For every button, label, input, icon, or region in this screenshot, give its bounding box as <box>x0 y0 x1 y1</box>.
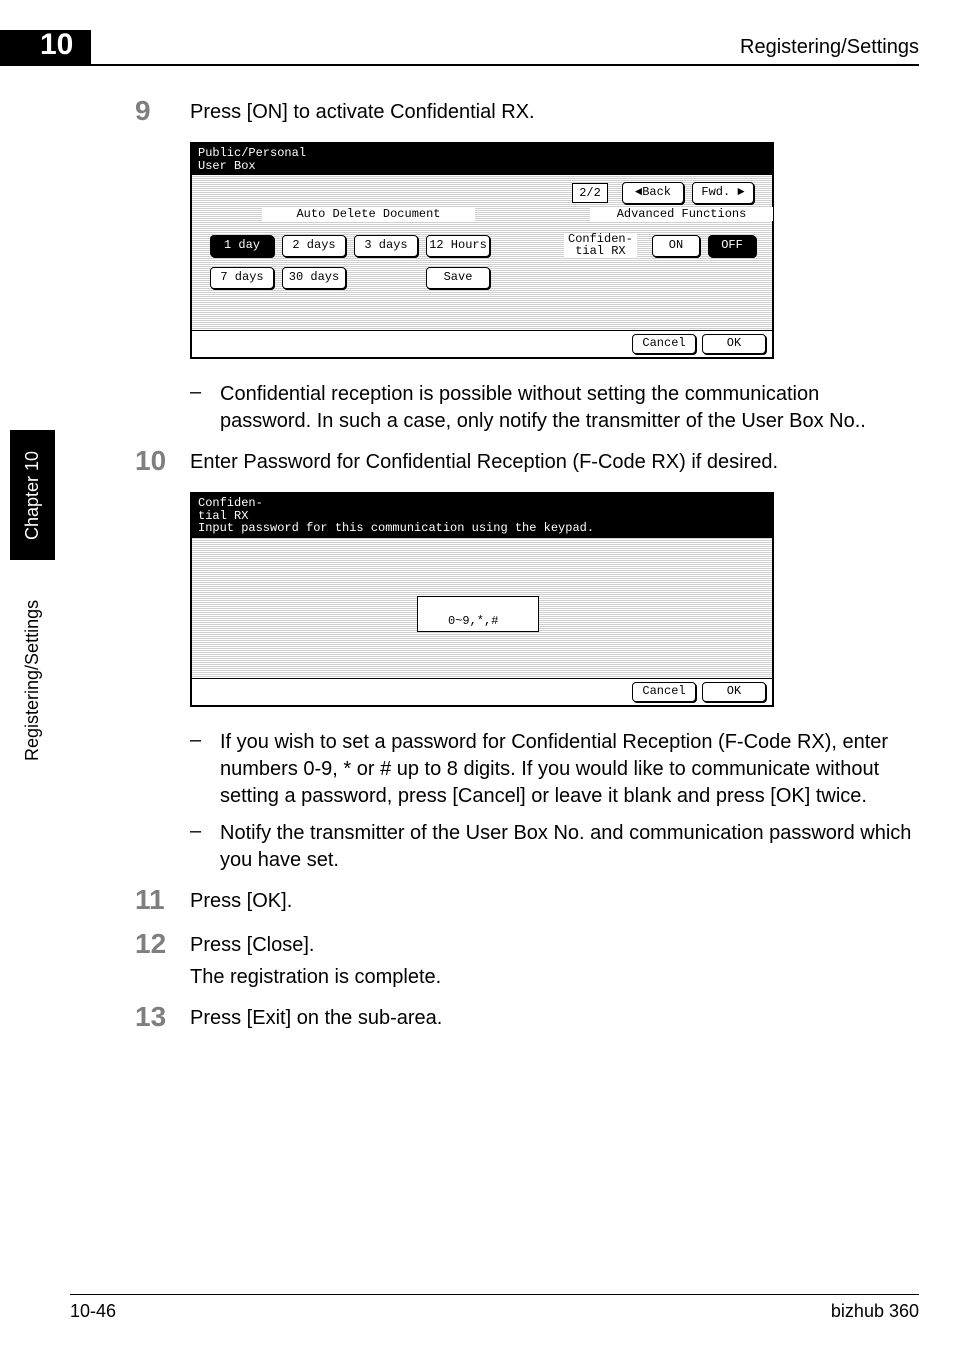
lcd1-col-right: Advanced Functions <box>590 207 773 221</box>
lcd1-btn-30days[interactable]: 30 days <box>282 267 346 289</box>
step-10-number: 10 <box>135 445 190 477</box>
bullet-3: – Notify the transmitter of the User Box… <box>190 820 914 874</box>
step-9-text: Press [ON] to activate Confidential RX. <box>190 95 535 126</box>
lcd1-btn-off[interactable]: OFF <box>708 235 756 257</box>
lcd1-footer: Cancel OK <box>192 330 772 357</box>
content-area: 9 Press [ON] to activate Confidential RX… <box>135 95 914 1045</box>
step-13: 13 Press [Exit] on the sub-area. <box>135 1001 914 1033</box>
lcd2-title-line1: Confiden- <box>198 497 766 510</box>
lcd1-btn-on[interactable]: ON <box>652 235 700 257</box>
step-11-text: Press [OK]. <box>190 884 292 915</box>
lcd1-title-line2: User Box <box>198 160 766 173</box>
step-11: 11 Press [OK]. <box>135 884 914 916</box>
lcd2-cancel-button[interactable]: Cancel <box>632 682 696 702</box>
lcd2-prompt: Input password for this communication us… <box>198 522 766 535</box>
lcd1-ok-button[interactable]: OK <box>702 334 766 354</box>
footer-page-number: 10-46 <box>70 1301 116 1322</box>
step-12: 12 Press [Close]. <box>135 928 914 960</box>
dash-icon: – <box>190 729 220 810</box>
lcd1-page-indicator: 2/2 <box>572 183 608 203</box>
lcd-screenshot-2: Confiden- tial RX Input password for thi… <box>190 492 774 707</box>
chapter-number: 10 <box>0 30 91 64</box>
step-13-number: 13 <box>135 1001 190 1033</box>
lcd1-cancel-button[interactable]: Cancel <box>632 334 696 354</box>
step-11-number: 11 <box>135 884 190 916</box>
page-footer: 10-46 bizhub 360 <box>70 1294 919 1322</box>
bullet-3-text: Notify the transmitter of the User Box N… <box>220 820 914 874</box>
lcd1-back-label: Back <box>642 185 671 199</box>
step-12-number: 12 <box>135 928 190 960</box>
lcd1-body: 2/2 ◄Back Fwd. ► Auto Delete Document Ad… <box>192 175 772 330</box>
lcd1-btn-12hours[interactable]: 12 Hours <box>426 235 490 257</box>
section-title: Registering/Settings <box>740 36 919 59</box>
step-9-number: 9 <box>135 95 190 127</box>
lcd2-ok-button[interactable]: OK <box>702 682 766 702</box>
lcd1-fwd-label: Fwd. <box>701 185 730 199</box>
dash-icon: – <box>190 820 220 874</box>
side-tab-chapter: Chapter 10 <box>10 430 55 560</box>
lcd1-confidential-label: Confiden- tial RX <box>564 233 637 257</box>
lcd1-btn-1day[interactable]: 1 day <box>210 235 274 257</box>
page-header: 10 Registering/Settings <box>0 30 919 66</box>
arrow-right-icon: ► <box>737 185 744 199</box>
lcd1-title: Public/Personal User Box <box>192 144 772 175</box>
lcd2-title: Confiden- tial RX Input password for thi… <box>192 494 772 538</box>
lcd2-input-hint: 0~9,*,# <box>444 614 502 628</box>
bullet-1: – Confidential reception is possible wit… <box>190 381 914 435</box>
lcd2-footer: Cancel OK <box>192 678 772 705</box>
side-tab-section: Registering/Settings <box>10 560 55 800</box>
bullet-2-text: If you wish to set a password for Confid… <box>220 729 914 810</box>
lcd1-btn-save[interactable]: Save <box>426 267 490 289</box>
side-tab: Chapter 10 Registering/Settings <box>10 430 55 800</box>
step-12-subtext: The registration is complete. <box>190 964 914 991</box>
lcd1-col-left: Auto Delete Document <box>262 207 475 221</box>
step-9: 9 Press [ON] to activate Confidential RX… <box>135 95 914 127</box>
step-10-text: Enter Password for Confidential Receptio… <box>190 445 778 476</box>
step-13-text: Press [Exit] on the sub-area. <box>190 1001 442 1032</box>
lcd1-back-button[interactable]: ◄Back <box>622 182 684 204</box>
lcd2-body: 0~9,*,# <box>192 538 772 678</box>
lcd1-fwd-button[interactable]: Fwd. ► <box>692 182 754 204</box>
lcd1-title-line1: Public/Personal <box>198 147 766 160</box>
lcd-screenshot-1: Public/Personal User Box 2/2 ◄Back Fwd. … <box>190 142 774 359</box>
bullet-2: – If you wish to set a password for Conf… <box>190 729 914 810</box>
bullet-1-text: Confidential reception is possible witho… <box>220 381 914 435</box>
step-12-text: Press [Close]. <box>190 928 314 959</box>
lcd1-btn-2days[interactable]: 2 days <box>282 235 346 257</box>
footer-model: bizhub 360 <box>831 1301 919 1322</box>
lcd1-btn-7days[interactable]: 7 days <box>210 267 274 289</box>
lcd1-btn-3days[interactable]: 3 days <box>354 235 418 257</box>
lcd1-conf-l2: tial RX <box>568 245 633 257</box>
dash-icon: – <box>190 381 220 435</box>
step-10: 10 Enter Password for Confidential Recep… <box>135 445 914 477</box>
